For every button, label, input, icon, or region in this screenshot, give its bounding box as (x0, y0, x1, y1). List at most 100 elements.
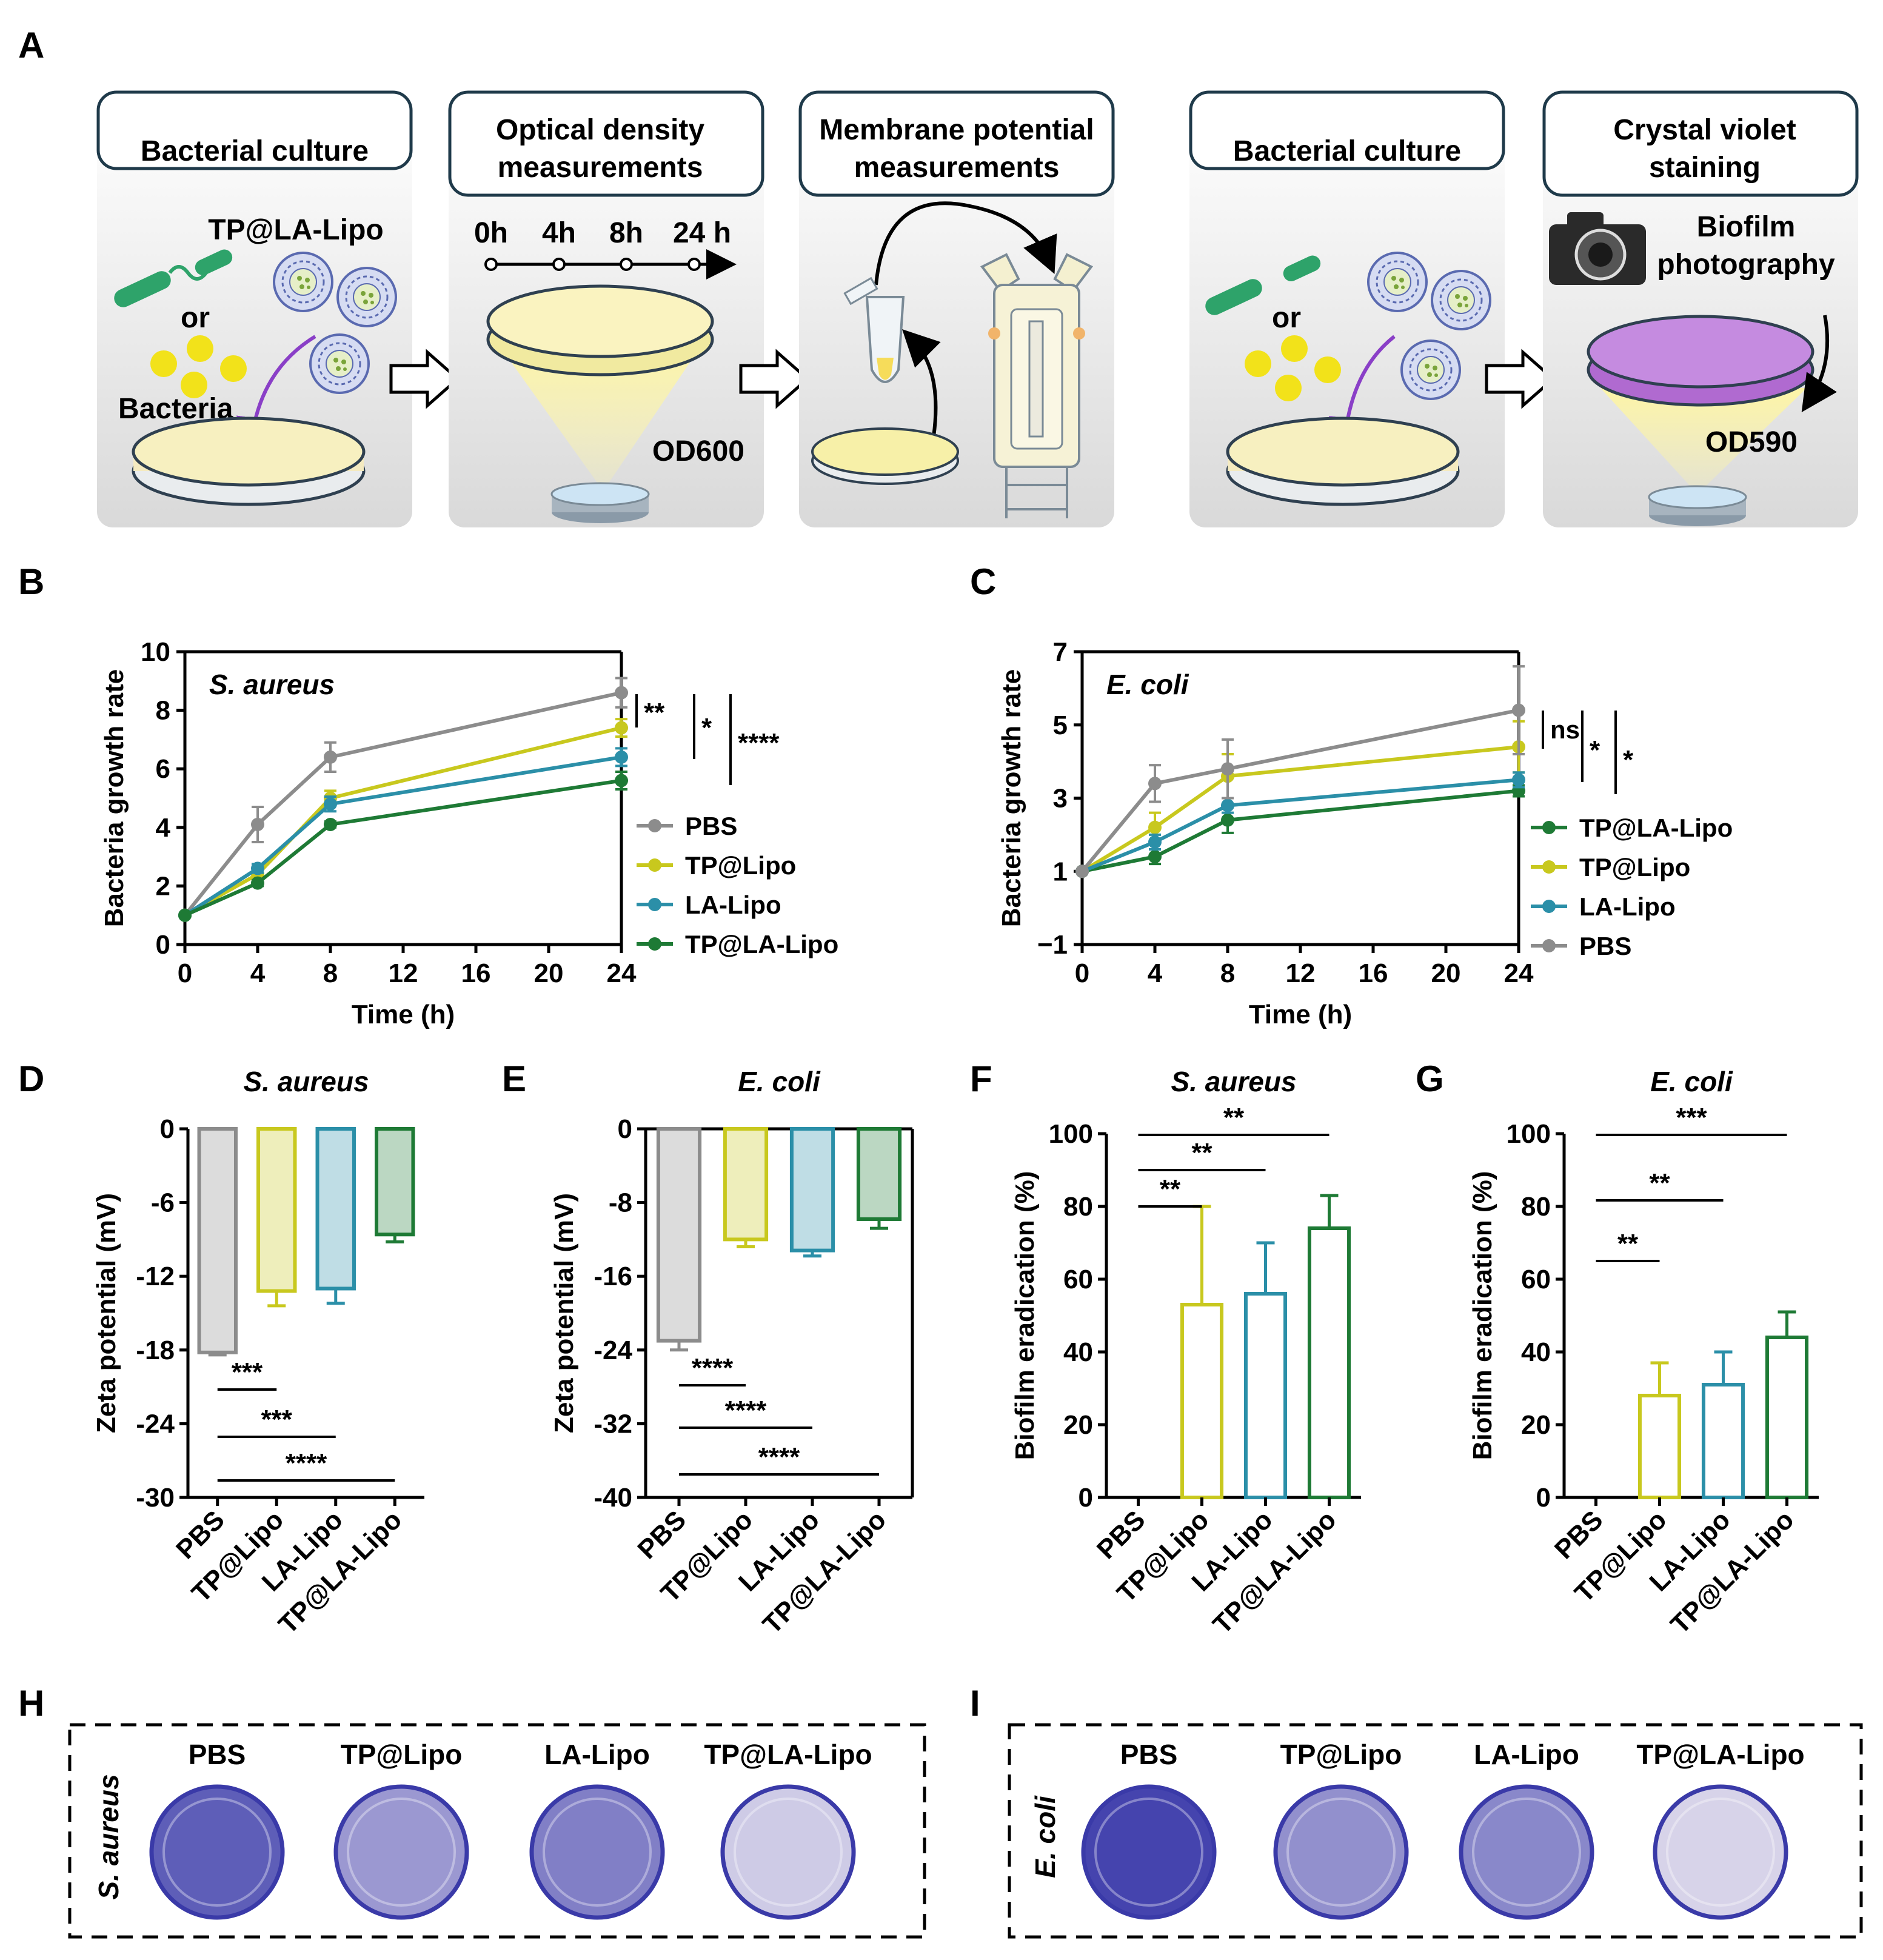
biofilm-well (1081, 1784, 1217, 1920)
legend-label: PBS (685, 812, 737, 840)
chart-title: S. aureus (209, 669, 335, 700)
timeline-label-0h: 0h (474, 217, 508, 249)
data-point (1148, 820, 1162, 834)
legend-label: TP@LA-Lipo (1579, 814, 1733, 842)
series-line-LA-Lipo (184, 755, 622, 917)
legend-marker (1542, 939, 1556, 952)
growth-chart-e-coli: 0 4 8 12 16 20 24 −1 1 3 5 7 Time (h) Bacteria growth… (997, 637, 1733, 1029)
legend-label: PBS (1579, 932, 1631, 960)
series-line-TP@Lipo (1081, 744, 1519, 873)
well-inner-ring (162, 1798, 272, 1907)
y-tick-label: 80 (1063, 1192, 1093, 1222)
panel-letter-f: F (970, 1059, 992, 1099)
bar-LA-Lipo (315, 1127, 356, 1291)
bar-PBS (197, 1127, 238, 1354)
y-tick-label: 0 (1536, 1483, 1551, 1513)
well-label: PBS (1120, 1739, 1178, 1770)
well-label: TP@Lipo (341, 1739, 463, 1770)
y-tick-label: 4 (156, 813, 171, 843)
data-point (251, 817, 264, 831)
y-tick-label: -6 (151, 1188, 175, 1218)
well-label: TP@LA-Lipo (704, 1739, 872, 1770)
y-tick-label: -30 (136, 1483, 175, 1513)
data-point (1221, 798, 1234, 812)
chart-title: S. aureus (1171, 1066, 1296, 1097)
schematic-step-bacterial-culture: Bacterial culture TP@LA-Lipo or Bacteria (96, 90, 413, 527)
biofilm-well (149, 1784, 285, 1920)
liposome-icon (1367, 252, 1428, 312)
data-point (1075, 865, 1089, 878)
x-tick-label: 20 (534, 958, 564, 988)
y-tick-label: -24 (594, 1336, 632, 1365)
x-tick-label: 8 (1220, 958, 1235, 988)
y-tick-label: -40 (594, 1483, 632, 1513)
legend-marker (648, 858, 661, 872)
well-inner-ring (1472, 1798, 1581, 1907)
y-tick-label: −1 (1037, 930, 1068, 960)
series-line-PBS (1080, 708, 1519, 873)
or-label-2: or (1272, 302, 1301, 334)
data-point (615, 750, 628, 764)
y-tick-label: -24 (136, 1409, 175, 1439)
y-tick-label: 60 (1063, 1265, 1093, 1294)
significance-label: * (1623, 745, 1634, 775)
significance-label: **** (286, 1448, 327, 1478)
y-tick-label: 40 (1063, 1337, 1093, 1367)
panel-letter-b: B (18, 561, 44, 602)
y-tick-label: 10 (141, 637, 170, 667)
biofilm-chart-e-coli: 0 20 40 60 80 100 Biofilm eradication (%) E. co… (1468, 1066, 1819, 1640)
data-point (251, 861, 264, 875)
x-tick-label: 12 (1286, 958, 1316, 988)
rod-bacteria-icon (114, 271, 171, 307)
y-tick-label: 20 (1521, 1410, 1551, 1440)
legend-marker (648, 898, 661, 911)
or-label: or (181, 302, 210, 334)
significance-label: *** (261, 1405, 293, 1434)
panel-letter-a: A (18, 25, 44, 65)
bar-TP@Lipo (256, 1127, 297, 1293)
y-axis-label: Biofilm eradication (%) (1468, 1171, 1497, 1460)
cocci-icon (150, 350, 177, 377)
y-tick-label: 3 (1053, 784, 1068, 814)
data-point (1148, 850, 1162, 864)
liposome-icon (336, 267, 397, 327)
bar-LA-Lipo (1243, 1292, 1288, 1499)
significance-label: ns (1550, 715, 1580, 744)
x-tick-label: 16 (1359, 958, 1388, 988)
liposome-icon (1400, 339, 1461, 400)
biofilm-label-line2: photography (1657, 249, 1835, 281)
well-label: LA-Lipo (1474, 1739, 1579, 1770)
y-tick-label: 1 (1053, 857, 1068, 886)
data-point (324, 797, 337, 811)
y-tick-label: 80 (1521, 1192, 1551, 1222)
camera-icon (1549, 212, 1646, 285)
y-axis-label: Zeta potential (mV) (549, 1193, 579, 1433)
legend-marker (648, 819, 661, 832)
significance-label: ** (1617, 1229, 1639, 1259)
data-point (1148, 777, 1162, 791)
biofilm-well (333, 1784, 469, 1920)
x-tick-label: 4 (1148, 958, 1163, 988)
significance-label: ** (644, 698, 665, 727)
petri-dish-icon (1228, 418, 1458, 504)
bar-TP@LA-Lipo (856, 1127, 902, 1221)
y-tick-label: 60 (1521, 1265, 1551, 1294)
schematic-step-membrane-potential: Membrane potential measurements (798, 90, 1115, 527)
significance-label: * (1590, 735, 1600, 765)
legend-marker (1542, 860, 1556, 874)
x-axis-label: Time (h) (1249, 1000, 1352, 1029)
data-point (1148, 835, 1162, 849)
bar-PBS (656, 1127, 702, 1343)
data-point (1221, 762, 1234, 776)
schematic-step-optical-density: Optical density measurements 0h 4h 8h 24… (448, 90, 764, 527)
biofilm-wells-s-aureus: S. aureus PBS TP@Lipo LA-Lipo TP@LA-Lipo (68, 1723, 926, 1939)
significance-label: *** (232, 1357, 263, 1387)
significance-label: ** (1160, 1174, 1181, 1204)
zeta-chart-e-coli: 0 -8 -16 -24 -32 -40 Zeta potential (mV) E. col… (549, 1066, 914, 1640)
y-tick-label: 20 (1063, 1410, 1093, 1440)
x-tick-label: 0 (1075, 958, 1089, 988)
legend-label: TP@Lipo (685, 851, 796, 880)
biofilm-well (720, 1784, 856, 1920)
panel-letter-d: D (18, 1059, 44, 1099)
y-tick-label: 100 (1049, 1119, 1093, 1149)
